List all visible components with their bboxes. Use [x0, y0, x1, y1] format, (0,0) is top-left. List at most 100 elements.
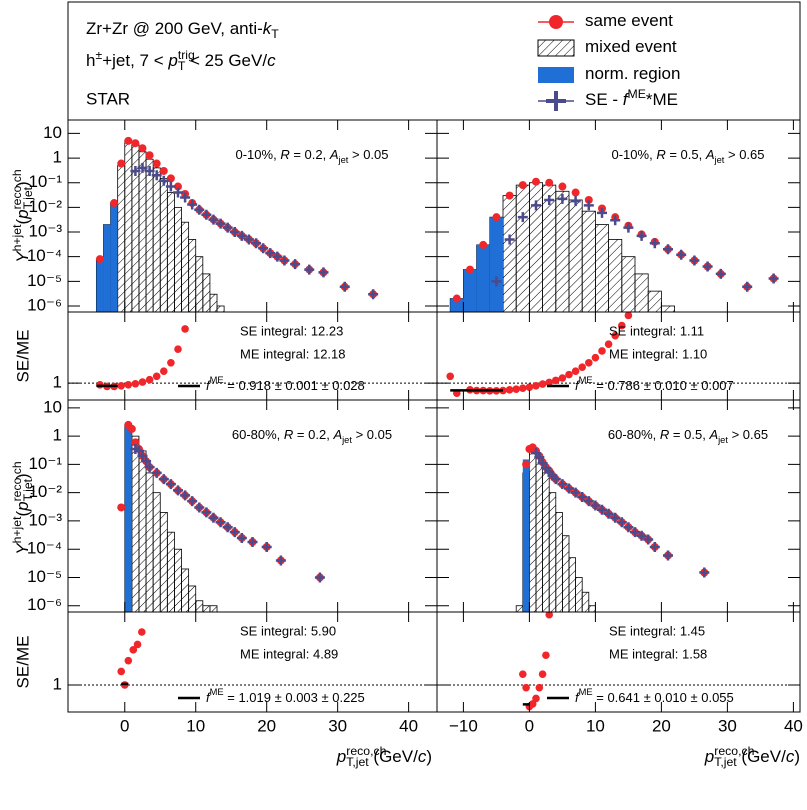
data-point [452, 294, 461, 303]
annotation: SE integral: 12.23 [240, 323, 343, 338]
text-part: h [86, 51, 95, 70]
x-axis-title: preco,ch T,jet (GeV/c) [336, 744, 432, 769]
data-point [247, 536, 258, 547]
histogram-bar [138, 151, 147, 312]
data-point [129, 646, 138, 654]
histogram-bar [181, 221, 190, 312]
histogram-bar [608, 239, 623, 312]
data-point [222, 522, 233, 533]
data-point [578, 363, 586, 371]
data-point [505, 191, 514, 200]
data-point [604, 340, 613, 348]
data-point [616, 517, 627, 528]
text-part: R [284, 427, 293, 442]
data-point [571, 367, 580, 376]
text-part: c [267, 51, 276, 70]
data-point [466, 265, 474, 274]
histogram-bar [661, 305, 676, 312]
histogram-bar [502, 195, 517, 312]
text-part: ( [13, 219, 32, 225]
text-part: ) [13, 473, 32, 479]
y-tick-label: 10⁻³ [28, 222, 62, 241]
annotation: ME integral: 1.10 [609, 346, 707, 361]
data-point [505, 386, 514, 394]
data-point [180, 192, 191, 203]
data-point [124, 136, 133, 145]
legend-marker [546, 91, 566, 111]
data-point [117, 667, 126, 676]
data-point [117, 503, 126, 512]
histogram-bar [202, 273, 211, 312]
data-point [158, 474, 169, 485]
histogram-bar [117, 165, 126, 312]
data-point [570, 196, 581, 207]
data-point [583, 496, 594, 507]
data-point [545, 378, 553, 387]
panel-label: 0-10%, R = 0.5, Ajet > 0.65 [612, 147, 765, 165]
data-point [194, 204, 205, 215]
text-part: p [13, 501, 32, 511]
text-part: T [271, 27, 279, 41]
data-point [368, 289, 379, 300]
data-point [663, 550, 673, 561]
histogram-bar [568, 199, 583, 312]
histogram-bar [124, 140, 133, 312]
data-point [144, 165, 155, 176]
data-point [117, 159, 126, 168]
x-tick-label: 30 [328, 716, 347, 735]
data-point [517, 212, 528, 223]
text-part: k [263, 19, 273, 38]
data-point [591, 353, 600, 362]
text-part: = 0.2, [290, 147, 330, 162]
data-point [603, 508, 614, 519]
data-point [181, 325, 189, 333]
data-point [699, 567, 710, 578]
data-point [144, 462, 155, 473]
annotation: ME integral: 1.58 [609, 646, 707, 661]
text-part: < 25 GeV/ [185, 51, 267, 70]
histogram-bar [166, 531, 175, 612]
x-tick-label: 10 [586, 716, 605, 735]
text-part: f [206, 690, 211, 705]
data-point [564, 483, 574, 494]
text-part: 0-10%, [612, 147, 657, 162]
data-point [208, 214, 219, 225]
y-axis-title: SE/ME [13, 330, 32, 383]
text-part: jet [341, 435, 352, 445]
data-point [151, 170, 162, 181]
data-point [95, 255, 104, 264]
histogram-bar [174, 206, 182, 312]
data-point [702, 261, 713, 272]
x-axis-title: preco,ch T,jet (GeV/c) [704, 744, 800, 769]
data-point [446, 372, 455, 381]
fit-label: fME = 0.786 ± 0.010 ± 0.007 [575, 375, 734, 393]
annotation: SE integral: 1.11 [609, 323, 704, 338]
text-part: T [178, 59, 186, 73]
histogram-bar [145, 472, 154, 612]
histogram-bar [588, 605, 596, 612]
histogram-bar [145, 158, 154, 312]
data-point [290, 259, 301, 270]
text-part: R [280, 147, 289, 162]
data-point [557, 479, 568, 490]
data-point [137, 450, 148, 461]
data-point [152, 372, 161, 381]
data-point [571, 188, 580, 197]
y-tick-label: 10 [43, 397, 62, 416]
data-point [597, 207, 607, 218]
fit-label: fME = 1.019 ± 0.003 ± 0.225 [206, 687, 365, 705]
data-point [610, 512, 621, 523]
text-part: ± [95, 48, 102, 62]
fit-label: fME = 0.918 ± 0.001 ± 0.028 [206, 375, 365, 393]
data-point [138, 144, 147, 153]
histogram-bar [124, 426, 132, 612]
histogram-bar [450, 298, 464, 312]
data-point [557, 193, 568, 204]
data-point [649, 541, 660, 552]
data-point [624, 312, 633, 320]
text-part: c [786, 747, 795, 766]
y-tick-label: 10⁻⁶ [27, 595, 62, 614]
histogram-bar [575, 577, 583, 612]
text-part: h+jet [10, 224, 24, 251]
data-point [532, 694, 540, 703]
